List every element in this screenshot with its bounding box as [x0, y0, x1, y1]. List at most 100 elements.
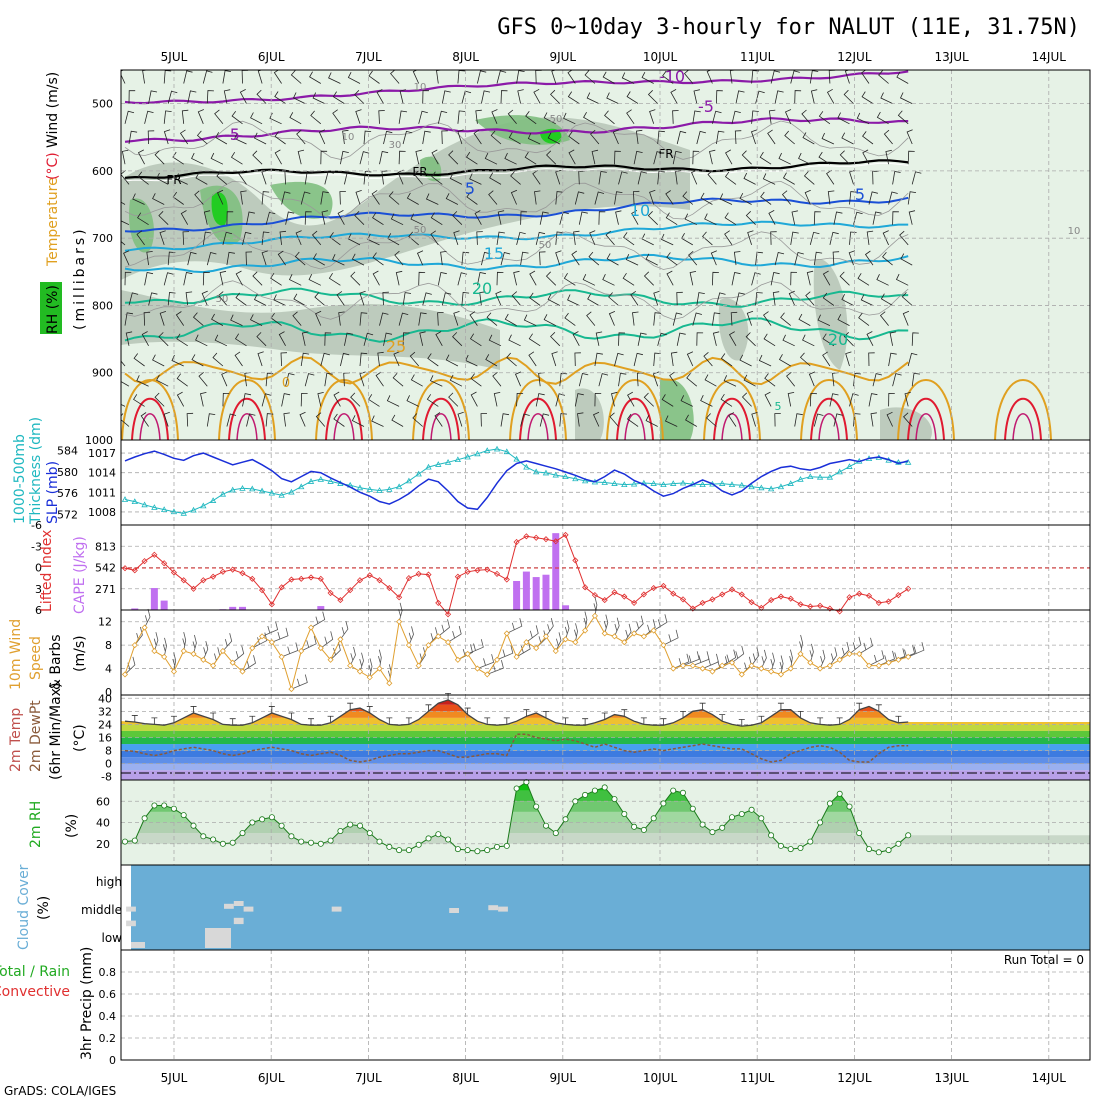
wind-label-1: 10m Wind	[8, 619, 24, 690]
wind-barb	[124, 110, 135, 124]
thickness-marker	[826, 473, 834, 480]
thickness-marker	[758, 484, 765, 491]
wind-barb	[555, 169, 562, 185]
bottom-date-label: 6JUL	[258, 1071, 285, 1085]
wind-barb	[626, 91, 639, 104]
cloud-cells	[126, 901, 508, 948]
wind-barb	[632, 190, 640, 205]
wind-barb	[196, 130, 208, 145]
wind-barb	[347, 72, 361, 84]
thickness-marker	[562, 473, 569, 480]
wind-barb	[876, 111, 889, 125]
wind-barb	[359, 290, 366, 306]
rh-marker	[268, 814, 275, 821]
wind-barb	[398, 150, 406, 165]
wind-barb	[201, 290, 208, 306]
rh-marker	[817, 819, 824, 826]
wind-barb	[595, 331, 603, 346]
wind-barb	[609, 412, 619, 427]
wind-barb	[790, 231, 799, 245]
wind-barb	[605, 230, 615, 246]
wind-barb	[317, 392, 324, 407]
li-tick: 3	[35, 583, 42, 596]
wind-barb	[371, 190, 380, 205]
wind-barb	[491, 109, 498, 124]
rh-marker	[474, 848, 481, 855]
wind10m-barb	[593, 596, 598, 616]
wind-barb	[402, 292, 412, 306]
wind-barb	[676, 130, 687, 145]
wind-barb	[567, 91, 580, 104]
li-tick: 0	[35, 562, 42, 575]
wind-barb	[124, 271, 132, 286]
contour-label: 5	[465, 179, 475, 198]
wind-barb	[857, 273, 870, 286]
wind-barb	[693, 89, 700, 104]
temp-minmax-bar	[190, 706, 197, 713]
wind-barb	[363, 170, 372, 185]
temp-band	[121, 763, 1090, 771]
wind-barb	[539, 251, 546, 266]
wind10m-barb	[467, 639, 484, 655]
wind-barb	[535, 231, 546, 245]
wind-barb	[672, 110, 679, 124]
wind-barb	[206, 90, 214, 104]
wind10m-barb	[359, 652, 364, 672]
wind-barb	[747, 230, 754, 246]
wind-barb	[234, 333, 247, 347]
thickness-marker	[660, 481, 667, 488]
surface-contour	[616, 397, 654, 440]
wind-barb	[559, 372, 568, 387]
wind-barb	[892, 373, 902, 387]
wind-barb	[614, 191, 623, 205]
wind-barb	[528, 333, 541, 347]
wind-barb	[481, 90, 491, 104]
precip-tick: 0.2	[99, 1032, 117, 1045]
wind-barb	[285, 373, 295, 387]
li-marker	[239, 570, 246, 577]
wind-barb	[618, 332, 626, 346]
temp-minmax-bar	[738, 719, 745, 727]
wind-barb	[782, 334, 795, 347]
cloud-cell	[488, 905, 499, 911]
profile-level-tick: 500	[92, 98, 113, 111]
temp-minmax-bar	[503, 717, 510, 725]
wind-barb	[283, 412, 290, 427]
surface-contour	[333, 413, 355, 440]
wind-barb	[392, 372, 404, 387]
li-marker	[425, 571, 432, 578]
li-marker	[797, 601, 804, 608]
wind-barb	[128, 90, 136, 104]
wind-barb	[594, 352, 603, 367]
wind10m-marker	[200, 656, 207, 663]
wind10m-barb	[829, 647, 838, 666]
wind-barb	[755, 292, 763, 306]
wind-barb	[827, 190, 835, 205]
wind-barb	[137, 171, 149, 185]
wind-barb	[774, 252, 785, 266]
wind-barb	[154, 150, 165, 165]
wind-barb	[435, 331, 443, 346]
wind-barb	[692, 110, 701, 124]
rh-marker	[875, 849, 882, 856]
wind10m-barb	[908, 642, 925, 658]
wind-barb	[529, 270, 537, 286]
li-marker	[131, 567, 138, 574]
surface-contour	[422, 397, 460, 440]
wind-barb	[911, 372, 920, 387]
wind-barb	[615, 210, 622, 225]
wind-barb	[354, 90, 365, 104]
wind-barb	[731, 272, 741, 286]
wind-barb	[728, 331, 737, 347]
precip-tick: 0.6	[99, 988, 117, 1001]
rh-marker	[729, 814, 736, 821]
wind10m-marker	[679, 662, 687, 669]
wind-barb	[480, 413, 488, 427]
cloud-cell	[224, 903, 234, 909]
wind-barb	[625, 254, 639, 266]
rh2m-label-1: 2m RH	[28, 801, 44, 848]
wind-barb	[822, 292, 835, 306]
wind-barb	[381, 170, 388, 185]
wind-barb	[186, 412, 194, 427]
profile-temp-unit-label: (°C)	[45, 152, 61, 180]
